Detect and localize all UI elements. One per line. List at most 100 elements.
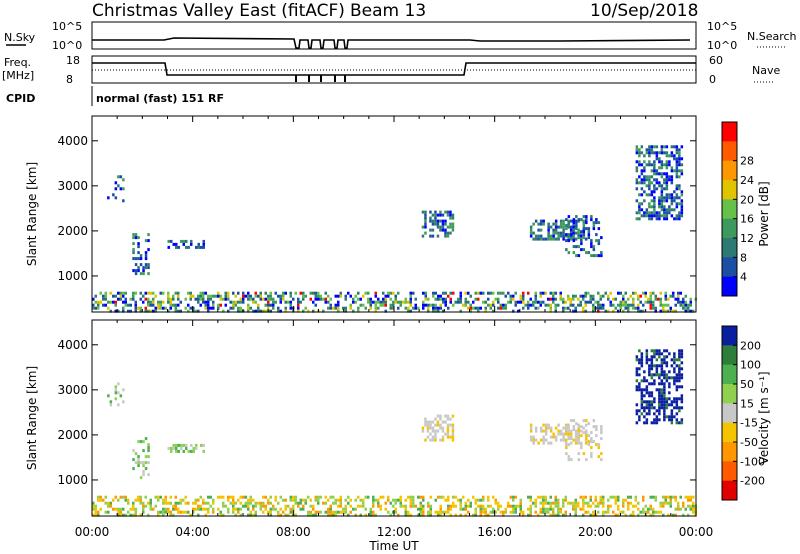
range-cell bbox=[675, 400, 679, 404]
range-cell bbox=[267, 501, 270, 505]
range-cell bbox=[174, 507, 177, 511]
range-cell bbox=[317, 510, 320, 514]
range-cell bbox=[122, 513, 125, 517]
range-cell bbox=[142, 470, 145, 474]
range-cell bbox=[529, 495, 532, 499]
range-cell bbox=[114, 495, 117, 499]
range-cell bbox=[332, 306, 335, 310]
range-cell bbox=[645, 421, 649, 425]
range-cell bbox=[441, 438, 445, 442]
range-cell bbox=[648, 160, 651, 164]
range-cell bbox=[446, 225, 450, 229]
range-cell bbox=[354, 507, 357, 511]
range-cell bbox=[394, 300, 397, 304]
range-cell bbox=[185, 446, 188, 450]
range-cell bbox=[377, 501, 380, 505]
range-cell bbox=[529, 225, 533, 229]
range-cell bbox=[663, 388, 666, 392]
range-cell bbox=[663, 217, 666, 221]
range-cell bbox=[665, 403, 669, 407]
range-cell bbox=[204, 507, 207, 511]
range-cell bbox=[137, 269, 140, 273]
range-cell bbox=[274, 300, 277, 304]
range-cell bbox=[259, 504, 262, 508]
range-cell bbox=[678, 160, 681, 164]
range-cell bbox=[650, 361, 654, 365]
range-cell bbox=[149, 303, 152, 307]
range-cell bbox=[564, 438, 568, 442]
colorbar-swatch bbox=[722, 141, 737, 162]
range-cell bbox=[434, 303, 437, 307]
range-cell bbox=[658, 172, 661, 176]
range-cell bbox=[689, 303, 692, 307]
range-cell bbox=[642, 309, 645, 313]
range-cell bbox=[638, 385, 641, 389]
range-cell bbox=[648, 193, 651, 197]
range-cell bbox=[689, 507, 692, 511]
range-cell bbox=[114, 391, 118, 395]
range-cell bbox=[670, 409, 674, 413]
range-cell bbox=[424, 225, 427, 229]
range-cell bbox=[675, 418, 679, 422]
range-cell bbox=[239, 300, 242, 304]
range-cell bbox=[653, 202, 656, 206]
range-cell bbox=[658, 160, 661, 164]
colorbar-frame bbox=[721, 325, 738, 501]
range-cell bbox=[374, 306, 377, 310]
range-cell bbox=[187, 245, 190, 249]
range-cell bbox=[638, 349, 641, 353]
range-cell bbox=[349, 498, 352, 502]
range-cell bbox=[680, 355, 684, 359]
range-cell bbox=[577, 236, 581, 240]
range-cell bbox=[175, 446, 178, 450]
range-cell bbox=[660, 202, 664, 206]
range-cell bbox=[648, 187, 651, 191]
range-cell bbox=[409, 309, 412, 313]
range-cell bbox=[469, 306, 472, 310]
range-cell bbox=[673, 358, 676, 362]
range-cell bbox=[329, 297, 332, 301]
range-cell bbox=[590, 245, 593, 249]
range-cell bbox=[302, 309, 305, 313]
range-cell bbox=[472, 306, 475, 310]
range-cell bbox=[452, 303, 455, 307]
range-cell bbox=[663, 196, 666, 200]
range-cell bbox=[449, 210, 452, 214]
range-cell bbox=[534, 429, 538, 433]
range-cell bbox=[692, 495, 695, 499]
range-cell bbox=[294, 495, 297, 499]
range-cell bbox=[147, 272, 150, 276]
range-cell bbox=[409, 303, 412, 307]
range-cell bbox=[572, 245, 576, 249]
range-cell bbox=[504, 294, 507, 298]
range-cell bbox=[247, 507, 250, 511]
range-cell bbox=[124, 495, 127, 499]
range-cell bbox=[547, 225, 550, 229]
range-cell bbox=[134, 236, 138, 240]
range-cell bbox=[668, 175, 671, 179]
range-cell bbox=[434, 510, 437, 514]
range-cell bbox=[557, 513, 560, 517]
range-cell bbox=[640, 172, 644, 176]
range-cell bbox=[269, 297, 272, 301]
range-cell bbox=[665, 208, 669, 212]
range-cell bbox=[497, 306, 500, 310]
range-cell bbox=[227, 498, 230, 502]
range-cell bbox=[682, 501, 685, 505]
range-cell bbox=[169, 297, 172, 301]
range-cell bbox=[164, 495, 167, 499]
range-cell bbox=[582, 233, 586, 237]
range-cell bbox=[119, 175, 123, 179]
range-cell bbox=[119, 297, 122, 301]
range-cell bbox=[337, 300, 340, 304]
range-cell bbox=[249, 510, 252, 514]
range-cell bbox=[227, 495, 230, 499]
range-cell bbox=[132, 504, 135, 508]
range-cell bbox=[451, 432, 455, 436]
range-cell bbox=[577, 303, 580, 307]
range-cell bbox=[585, 227, 588, 231]
range-cell bbox=[674, 498, 677, 502]
range-cell bbox=[527, 300, 530, 304]
range-cell bbox=[653, 163, 656, 167]
range-cell bbox=[446, 231, 450, 235]
